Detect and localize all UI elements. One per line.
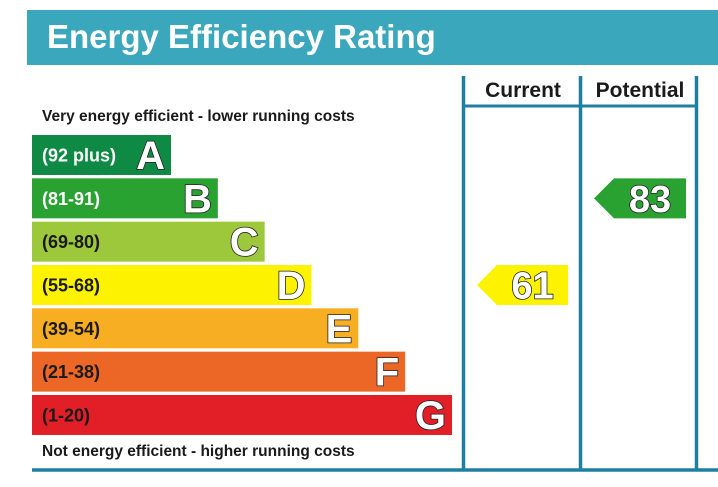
band-d-bar <box>32 264 312 305</box>
potential-column-heading: Potential <box>596 79 685 102</box>
band-e-bar <box>32 308 359 349</box>
band-e-range: (39-54) <box>42 319 100 339</box>
band-g-letter: G <box>415 394 446 438</box>
current-rating-value: 61 <box>511 265 553 307</box>
rating-arrows: 61 83 <box>477 178 686 308</box>
page-title: Energy Efficiency Rating <box>47 18 436 55</box>
band-c-range: (69-80) <box>42 232 100 252</box>
band-c-letter: C <box>230 221 259 265</box>
band-g-bar <box>32 394 452 435</box>
current-rating-arrow <box>477 264 568 305</box>
band-f-letter: F <box>375 351 399 395</box>
bottom-note: Not energy efficient - higher running co… <box>42 443 355 460</box>
band-f-bar <box>32 351 406 392</box>
title-bar <box>27 10 718 65</box>
top-note: Very energy efficient - lower running co… <box>42 108 355 125</box>
band-a-bar <box>32 135 171 175</box>
current-column-heading: Current <box>485 79 561 102</box>
band-a-letter: A <box>136 134 165 178</box>
potential-rating-value: 83 <box>629 179 671 221</box>
band-f-range: (21-38) <box>42 362 100 382</box>
band-b-range: (81-91) <box>42 189 100 209</box>
potential-rating-arrow <box>594 178 686 219</box>
rating-bands: (92 plus) A (81-91) B (69-80) C (55-68) D (39-54… <box>32 133 452 439</box>
band-a-range: (92 plus) <box>42 146 116 166</box>
band-b-letter: B <box>183 177 212 221</box>
band-d-range: (55-68) <box>42 275 100 295</box>
band-d-letter: D <box>277 264 306 308</box>
band-b-bar <box>32 178 218 219</box>
band-e-letter: E <box>326 307 353 351</box>
band-c-bar <box>32 221 265 262</box>
band-g-range: (1-20) <box>42 405 90 425</box>
chart-frame <box>32 76 718 472</box>
